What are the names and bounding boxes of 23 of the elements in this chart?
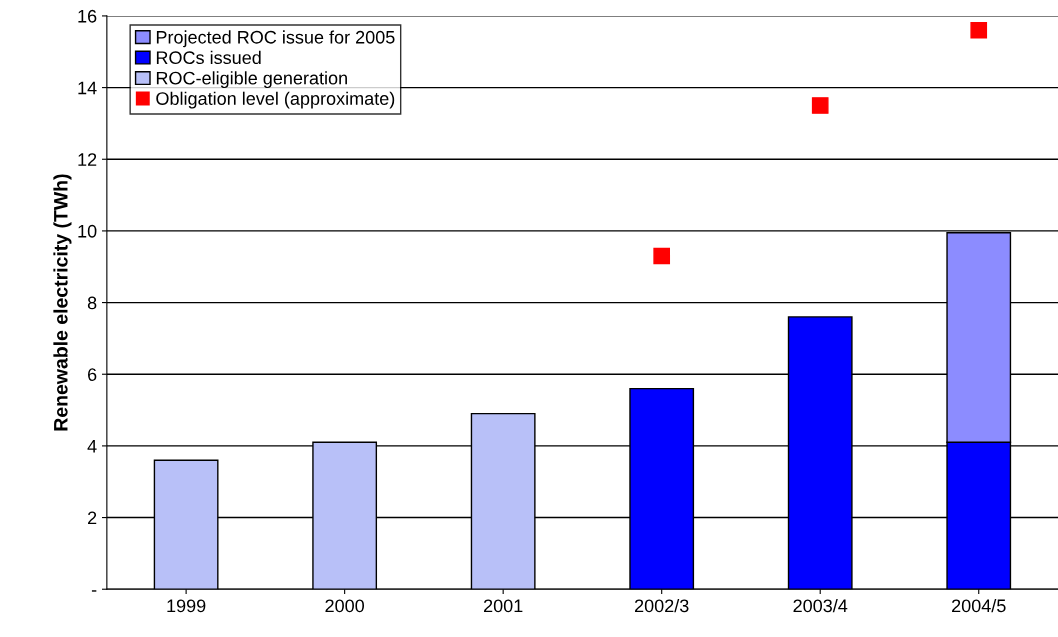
y-tick-label: 10 — [78, 224, 97, 238]
y-tick-label: 2 — [88, 511, 97, 525]
x-tick-label: 2000 — [325, 599, 365, 613]
point — [653, 247, 671, 265]
legend-label: ROCs issued — [156, 50, 261, 65]
x-tick-label: 2001 — [483, 599, 523, 613]
y-tick-label: 8 — [87, 296, 97, 310]
legend-label: Obligation level (approximate) — [156, 91, 395, 109]
x-tick-label: 2003/4 — [793, 598, 848, 613]
y-tick-label: 12 — [78, 153, 97, 166]
y-tick-label: 14 — [78, 81, 97, 95]
x-tick-label: 2004/5 — [952, 598, 1006, 613]
point — [811, 97, 829, 114]
y-tick-label: - — [91, 590, 97, 592]
x-tick-label: 2002/3 — [634, 598, 689, 613]
y-tick-label: 4 — [87, 440, 97, 453]
y-tick-label: 6 — [88, 368, 97, 381]
x-tick-label: 1999 — [167, 599, 206, 613]
legend-label: Projected ROC issue for 2005 — [156, 30, 395, 48]
y-axis-title: Renewable electricity (TWh) — [53, 174, 72, 431]
legend-label: ROC-eligible generation — [156, 71, 347, 89]
y-tick-label: 16 — [78, 9, 97, 23]
point — [970, 21, 988, 39]
